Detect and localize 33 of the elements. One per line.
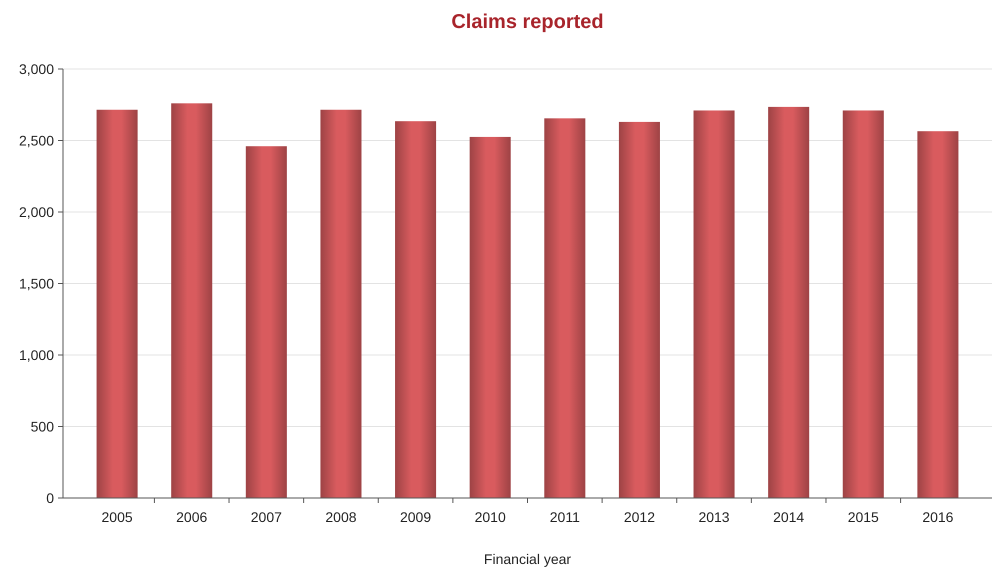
bar xyxy=(768,106,810,498)
bar xyxy=(917,131,958,498)
bar xyxy=(470,136,511,498)
y-tick-label: 500 xyxy=(30,418,54,434)
x-axis-title: Financial year xyxy=(484,551,572,567)
bar xyxy=(618,122,660,498)
x-tick-label: 2008 xyxy=(325,509,357,525)
x-tick-label: 2013 xyxy=(698,509,730,525)
bar xyxy=(171,103,212,498)
x-tick-label: 2015 xyxy=(848,509,880,525)
y-tick-label: 0 xyxy=(46,490,54,506)
bar xyxy=(320,110,362,498)
y-tick-label: 2,000 xyxy=(18,204,54,220)
x-tick-label: 2007 xyxy=(250,509,282,525)
bar xyxy=(842,110,884,498)
bar xyxy=(96,110,138,498)
x-tick-label: 2005 xyxy=(102,509,133,525)
bar xyxy=(395,121,436,498)
y-tick-label: 1,000 xyxy=(18,346,54,363)
x-tick-label: 2009 xyxy=(400,509,432,525)
y-tick-label: 3,000 xyxy=(18,60,54,77)
y-tick-label: 1,500 xyxy=(18,275,54,292)
x-tick-label: 2006 xyxy=(176,509,208,525)
x-tick-label: 2014 xyxy=(773,509,804,525)
bar xyxy=(246,146,287,498)
y-tick-label: 2,500 xyxy=(18,132,54,148)
x-tick-label: 2016 xyxy=(922,509,954,525)
x-tick-label: 2011 xyxy=(550,509,580,525)
bar xyxy=(694,110,735,498)
x-tick-label: 2010 xyxy=(474,509,506,525)
x-tick-label: 2012 xyxy=(624,509,656,525)
bar xyxy=(544,118,586,498)
chart-title: Claims reported xyxy=(451,11,604,33)
